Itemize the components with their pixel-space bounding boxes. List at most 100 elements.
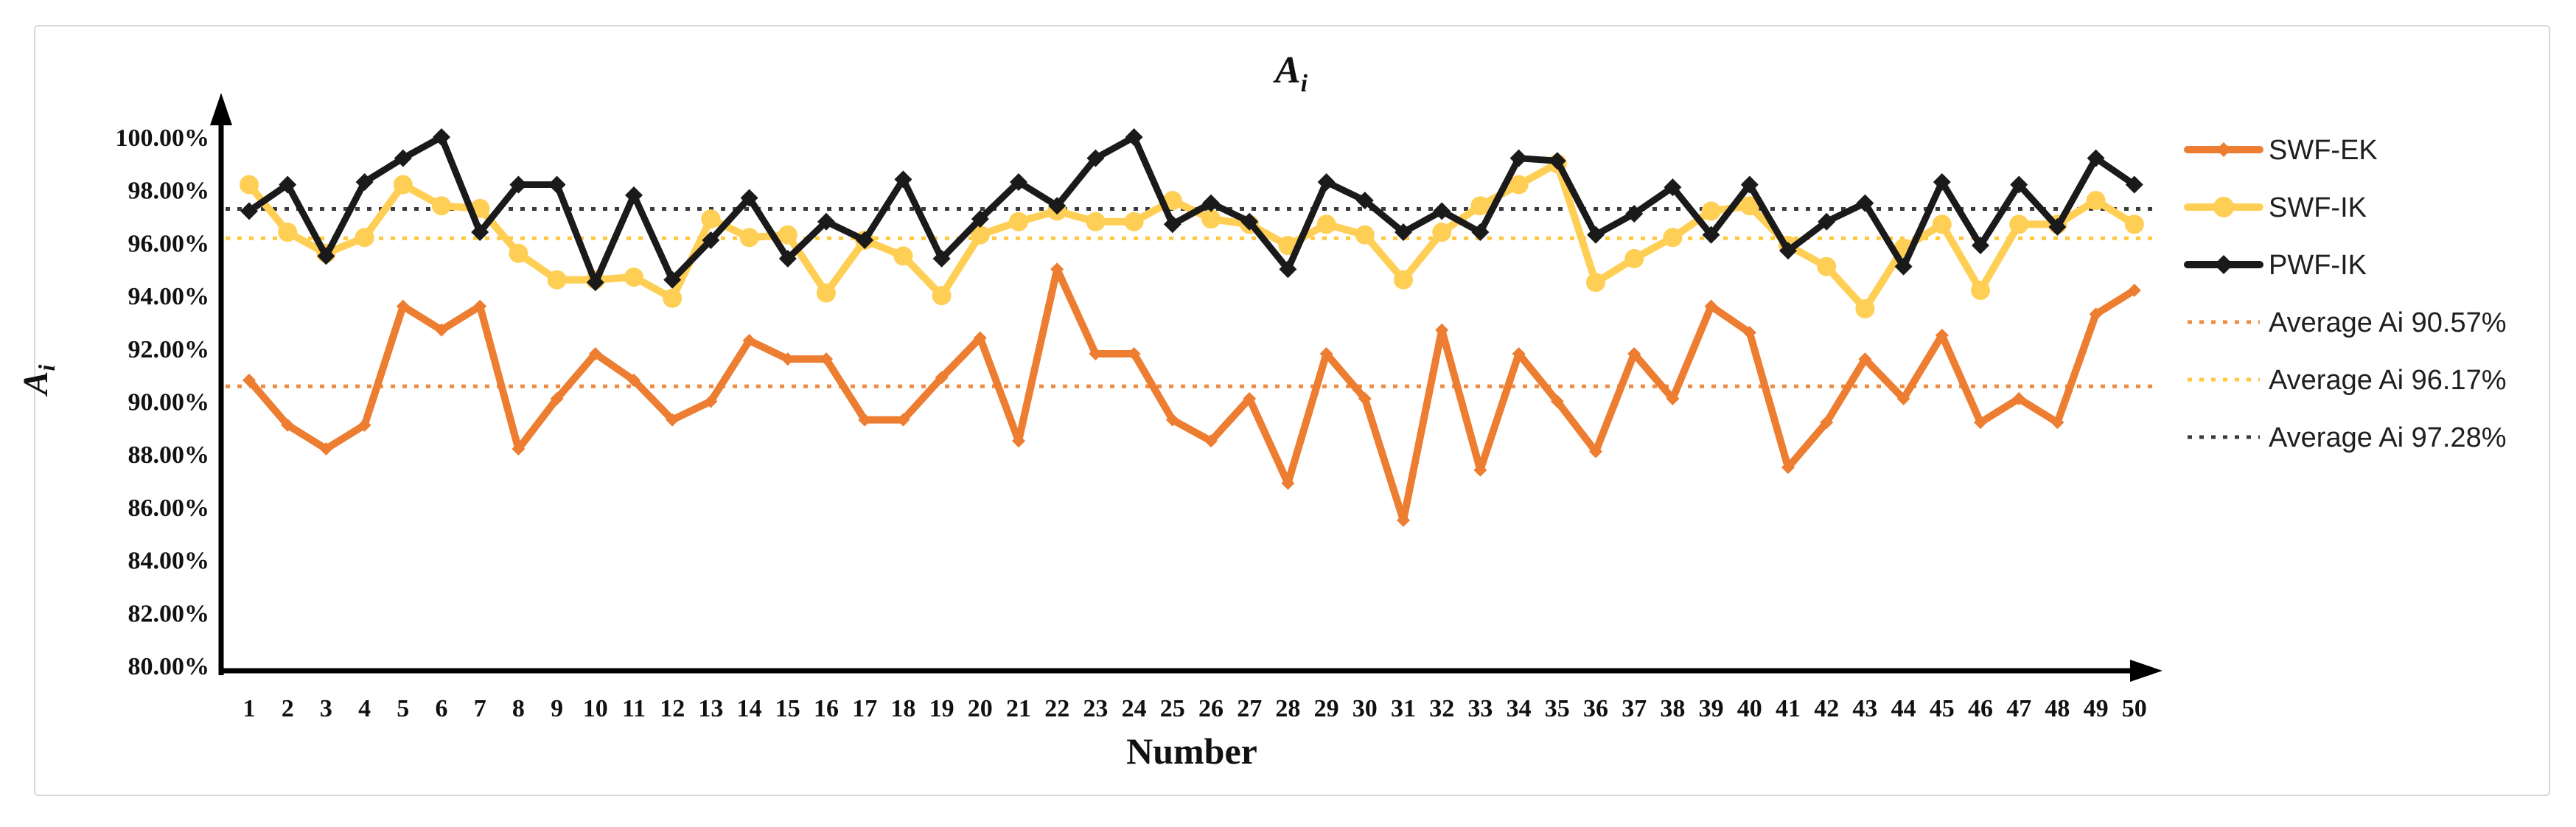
data-point-SWF-EK	[2089, 307, 2103, 321]
data-point-PWF-IK	[1587, 226, 1605, 244]
data-point-SWF-IK	[624, 268, 643, 287]
data-point-SWF-EK	[1512, 346, 1526, 360]
data-point-PWF-IK	[1048, 197, 1067, 215]
x-tick-label: 10	[583, 695, 608, 722]
data-point-SWF-EK	[1281, 476, 1295, 490]
x-tick-label: 29	[1314, 695, 1339, 722]
data-point-SWF-EK	[1627, 346, 1641, 360]
data-point-SWF-EK	[1050, 262, 1064, 276]
data-point-SWF-EK	[2012, 391, 2026, 405]
data-point-SWF-EK	[1397, 513, 1410, 527]
data-point-PWF-IK	[817, 212, 835, 231]
data-point-PWF-IK	[1125, 128, 1143, 146]
x-tick-label: 12	[660, 695, 685, 722]
data-point-SWF-IK	[778, 225, 797, 245]
y-tick-label: 98.00%	[128, 178, 210, 205]
data-point-PWF-IK	[1856, 194, 1874, 212]
x-tick-label: 31	[1391, 695, 1416, 722]
data-point-PWF-IK	[1471, 223, 1490, 242]
data-point-SWF-EK	[550, 391, 564, 405]
data-point-SWF-IK	[2124, 214, 2144, 234]
data-point-SWF-IK	[1509, 175, 1529, 195]
data-point-PWF-IK	[471, 223, 489, 242]
data-point-PWF-IK	[778, 249, 797, 268]
y-tick-label: 100.00%	[116, 125, 210, 152]
data-point-SWF-IK	[2086, 191, 2106, 211]
data-point-PWF-IK	[240, 202, 258, 220]
x-tick-label: 41	[1776, 695, 1801, 722]
y-tick-label: 90.00%	[128, 389, 210, 416]
data-point-SWF-EK	[1358, 391, 1372, 405]
y-tick-label: 88.00%	[128, 442, 210, 469]
data-point-SWF-EK	[627, 373, 640, 387]
x-tick-label: 39	[1699, 695, 1724, 722]
data-point-PWF-IK	[740, 189, 758, 207]
y-tick-label: 82.00%	[128, 600, 210, 627]
legend-label-average-1: Average Ai 90.57%	[2269, 307, 2507, 338]
data-point-SWF-IK	[1201, 209, 1221, 229]
data-point-SWF-EK	[935, 371, 949, 385]
data-point-SWF-EK	[242, 373, 256, 387]
x-tick-label: 25	[1160, 695, 1185, 722]
data-point-PWF-IK	[1548, 152, 1566, 170]
data-point-PWF-IK	[394, 149, 412, 167]
x-tick-label: 37	[1622, 695, 1647, 722]
data-point-SWF-EK	[1127, 346, 1141, 360]
data-point-SWF-EK	[1742, 326, 1756, 340]
data-point-SWF-IK	[970, 225, 990, 245]
legend-marker-SWF-EK	[2216, 142, 2231, 157]
data-point-SWF-IK	[1394, 270, 1413, 290]
data-point-SWF-EK	[2127, 283, 2141, 297]
x-axis-title: Number	[1126, 730, 1257, 772]
x-tick-label: 13	[698, 695, 723, 722]
data-point-SWF-EK	[1319, 346, 1333, 360]
x-tick-label: 19	[929, 695, 954, 722]
data-point-SWF-EK	[820, 352, 833, 366]
data-point-PWF-IK	[1972, 236, 1989, 254]
data-point-PWF-IK	[1894, 257, 1913, 276]
data-point-SWF-EK	[666, 413, 680, 427]
data-point-PWF-IK	[2048, 217, 2067, 236]
data-point-PWF-IK	[1010, 172, 1027, 191]
data-point-SWF-IK	[1971, 280, 1990, 300]
data-point-PWF-IK	[2087, 149, 2105, 167]
data-point-SWF-IK	[1316, 214, 1336, 234]
x-tick-label: 42	[1814, 695, 1839, 722]
legend-label-SWF-EK: SWF-EK	[2269, 135, 2378, 166]
data-point-SWF-IK	[1355, 225, 1375, 245]
data-point-SWF-IK	[2009, 214, 2029, 234]
x-tick-label: 26	[1198, 695, 1224, 722]
x-tick-label: 33	[1467, 695, 1493, 722]
data-point-PWF-IK	[1086, 149, 1105, 167]
data-point-SWF-EK	[1165, 413, 1179, 427]
legend-label-average-3: Average Ai 97.28%	[2269, 422, 2507, 453]
y-axis-title: Ai	[16, 364, 60, 397]
data-point-SWF-EK	[319, 442, 333, 456]
data-point-SWF-EK	[588, 346, 602, 360]
x-tick-label: 32	[1429, 695, 1454, 722]
series-line-PWF-IK	[245, 133, 2138, 286]
data-point-SWF-EK	[396, 299, 410, 313]
data-point-SWF-EK	[1935, 328, 1949, 342]
data-point-PWF-IK	[625, 186, 643, 204]
data-point-SWF-EK	[357, 418, 371, 432]
x-tick-label: 15	[775, 695, 800, 722]
x-tick-label: 46	[1968, 695, 1993, 722]
legend-label-PWF-IK: PWF-IK	[2269, 250, 2367, 281]
x-tick-label: 22	[1044, 695, 1069, 722]
data-point-PWF-IK	[1702, 226, 1720, 244]
x-tick-label: 38	[1660, 695, 1685, 722]
data-point-SWF-EK	[281, 418, 295, 432]
data-point-PWF-IK	[1355, 192, 1374, 210]
data-point-PWF-IK	[1509, 149, 1528, 167]
data-point-SWF-EK	[858, 413, 872, 427]
data-point-SWF-IK	[893, 246, 913, 266]
data-point-PWF-IK	[1202, 194, 1220, 212]
data-point-PWF-IK	[2010, 175, 2028, 194]
x-tick-label: 34	[1507, 695, 1532, 722]
data-point-PWF-IK	[433, 128, 450, 146]
data-point-PWF-IK	[2125, 175, 2143, 194]
data-point-SWF-IK	[355, 228, 374, 248]
x-tick-label: 28	[1275, 695, 1300, 722]
